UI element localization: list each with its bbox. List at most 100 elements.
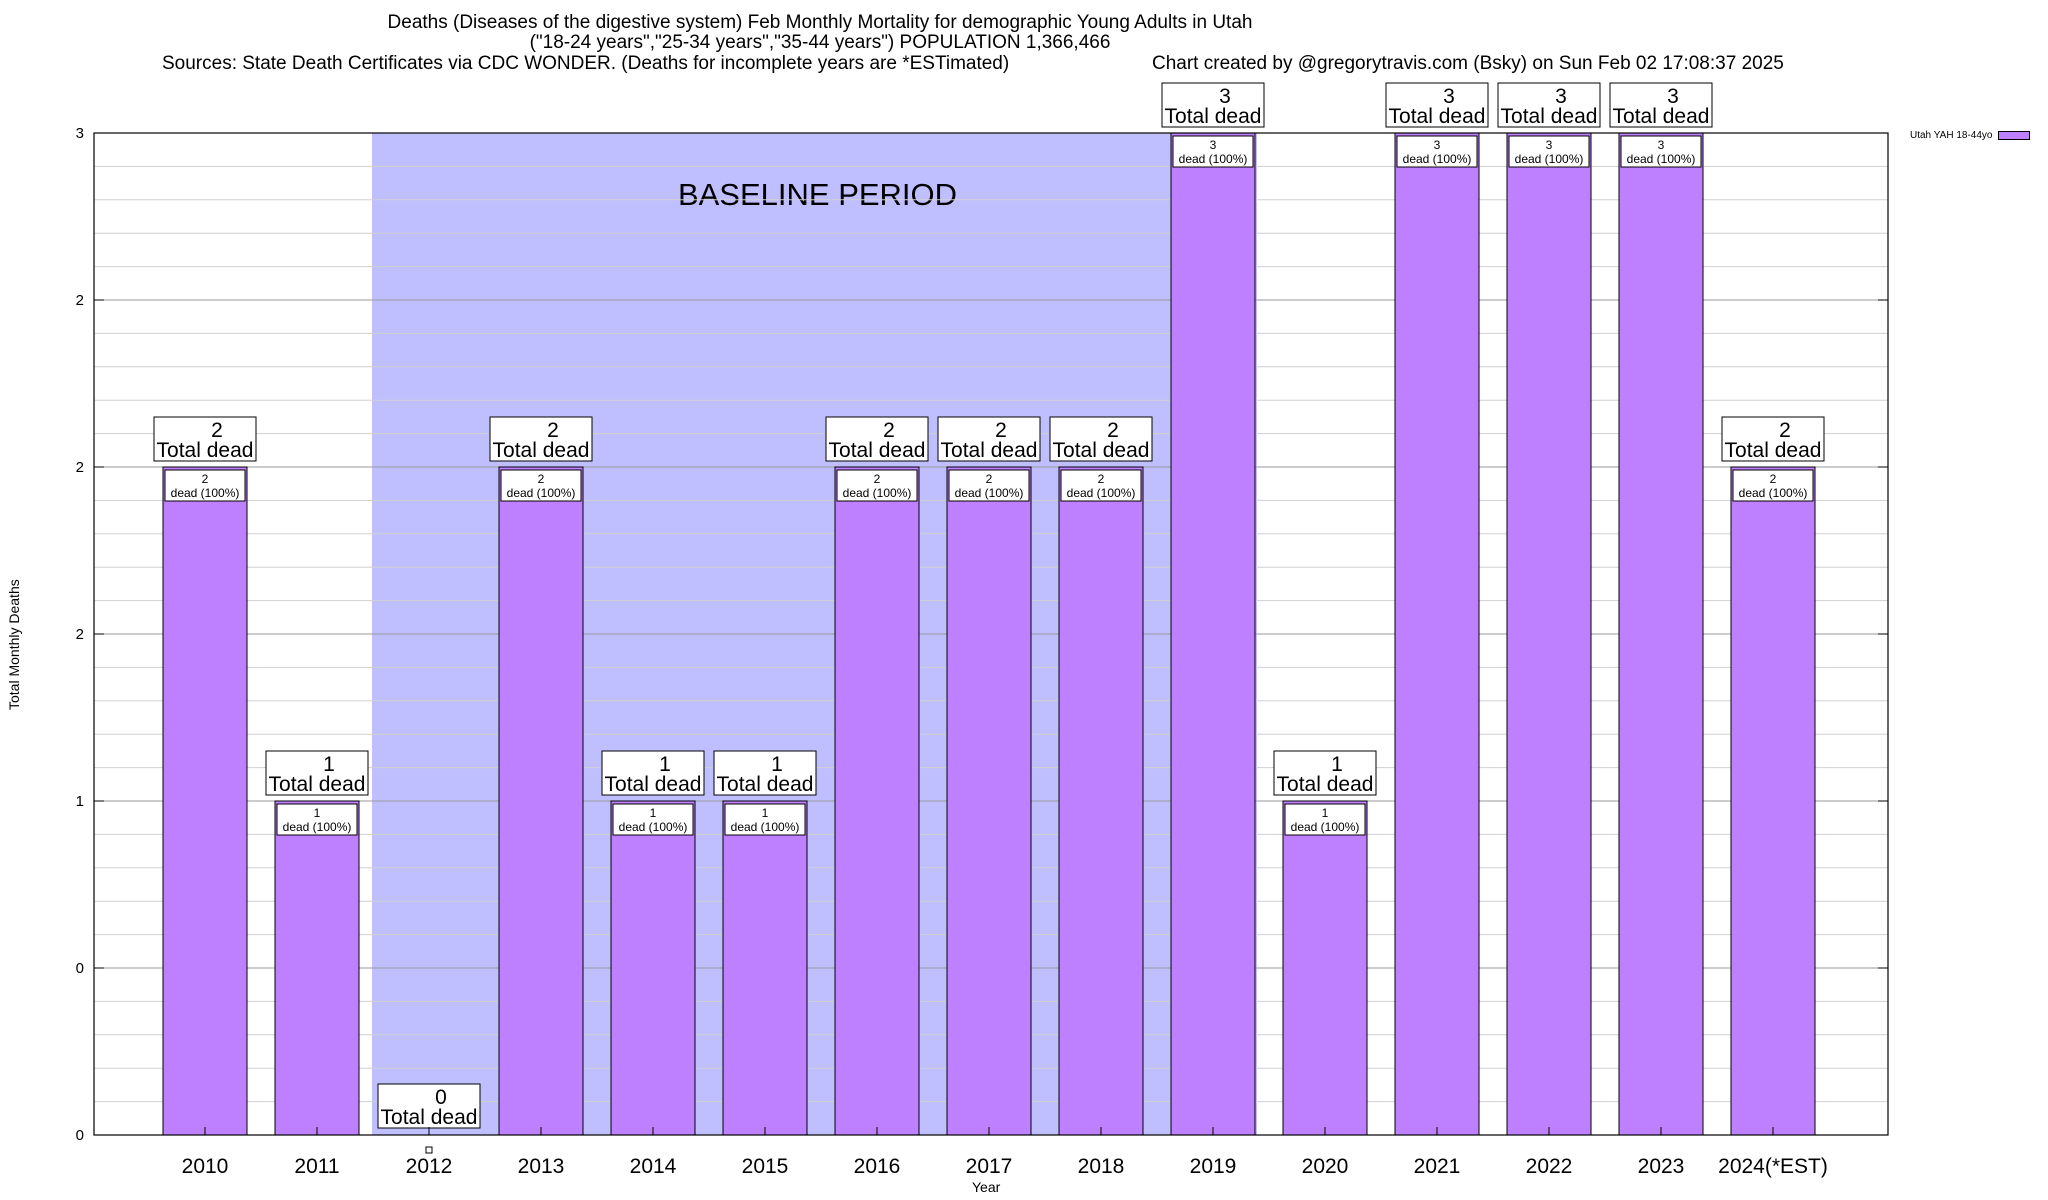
bar-total-label: Total dead xyxy=(941,439,1038,462)
bar-total-value: 3 xyxy=(1667,85,1679,108)
bar xyxy=(946,466,1032,1136)
x-tick-label: 2020 xyxy=(1302,1155,1349,1178)
bar-total-label-box xyxy=(1049,416,1153,462)
bar-total-label: Total dead xyxy=(829,439,926,462)
bar-total-value: 3 xyxy=(1219,85,1231,108)
bar-inner-count: 1 xyxy=(762,806,769,820)
bar-total-label-box xyxy=(825,416,929,462)
bar xyxy=(162,466,248,1136)
baseline-label: BASELINE PERIOD xyxy=(678,177,957,212)
bar-total-label-box xyxy=(1721,416,1825,462)
bar-inner-label-box xyxy=(276,803,358,836)
x-tick-label: 2014 xyxy=(630,1155,677,1178)
bar-inner-label: dead (100%) xyxy=(1627,152,1696,166)
bar xyxy=(1730,466,1816,1136)
x-tick-label: 2017 xyxy=(966,1155,1013,1178)
bar-inner-label-box xyxy=(836,469,918,502)
bar-inner-count: 1 xyxy=(650,806,657,820)
bar-total-label: Total dead xyxy=(493,439,590,462)
zero-marker xyxy=(425,1146,433,1154)
x-tick-label: 2013 xyxy=(518,1155,565,1178)
bar xyxy=(1282,800,1368,1136)
bar-total-label-box xyxy=(265,750,369,796)
bar-total-label-box xyxy=(153,416,257,462)
legend: Utah YAH 18-44yo xyxy=(1910,130,2031,141)
x-tick-label: 2010 xyxy=(182,1155,229,1178)
bar-inner-label-box xyxy=(948,469,1030,502)
x-tick-label: 2018 xyxy=(1078,1155,1125,1178)
bar-inner-label-box xyxy=(1732,469,1814,502)
bar-inner-label: dead (100%) xyxy=(507,486,576,500)
bar-inner-label: dead (100%) xyxy=(1515,152,1584,166)
bar-total-label: Total dead xyxy=(269,773,366,796)
bar xyxy=(498,466,584,1136)
bar-total-value: 2 xyxy=(547,419,559,442)
bar-inner-label-box xyxy=(164,469,246,502)
bar-inner-label: dead (100%) xyxy=(1739,486,1808,500)
bar-total-label-box xyxy=(1161,82,1265,128)
bar-inner-count: 3 xyxy=(1658,138,1665,152)
bar-inner-label-box xyxy=(500,469,582,502)
bar-total-label-box xyxy=(601,750,705,796)
bar xyxy=(834,466,920,1136)
bar-inner-label: dead (100%) xyxy=(283,820,352,834)
bar-total-label: Total dead xyxy=(717,773,814,796)
x-tick-label: 2023 xyxy=(1638,1155,1685,1178)
bar-inner-count: 2 xyxy=(1098,472,1105,486)
bar-inner-label-box xyxy=(1060,469,1142,502)
bar-total-value: 1 xyxy=(1331,753,1343,776)
bar-total-value: 2 xyxy=(883,419,895,442)
bar-total-value: 2 xyxy=(1779,419,1791,442)
bar-inner-count: 2 xyxy=(202,472,209,486)
bar-inner-label: dead (100%) xyxy=(1067,486,1136,500)
bar-inner-count: 1 xyxy=(1322,806,1329,820)
legend-label: Utah YAH 18-44yo xyxy=(1910,130,1993,141)
bar-total-value: 3 xyxy=(1443,85,1455,108)
bar-inner-count: 2 xyxy=(986,472,993,486)
bar-inner-label: dead (100%) xyxy=(1291,820,1360,834)
chart-credit: Chart created by @gregorytravis.com (Bsk… xyxy=(1152,53,1784,74)
x-tick-label: 2016 xyxy=(854,1155,901,1178)
bar-total-label: Total dead xyxy=(1165,105,1262,128)
bar-total-value: 2 xyxy=(211,419,223,442)
bar-total-label: Total dead xyxy=(605,773,702,796)
bar-total-label-box xyxy=(937,416,1041,462)
bar-inner-count: 2 xyxy=(538,472,545,486)
y-tick-label: 0 xyxy=(76,1127,84,1144)
bar xyxy=(1170,132,1256,1136)
x-axis-label: Year xyxy=(972,1179,1001,1195)
bar-total-value: 1 xyxy=(659,753,671,776)
bar-inner-label: dead (100%) xyxy=(731,820,800,834)
bar-total-label-box xyxy=(1385,82,1489,128)
bar xyxy=(722,800,808,1136)
bar-inner-count: 1 xyxy=(314,806,321,820)
bar-total-value: 2 xyxy=(995,419,1007,442)
bar xyxy=(1394,132,1480,1136)
bar-total-label-box xyxy=(1497,82,1601,128)
bar-inner-label-box xyxy=(1284,803,1366,836)
x-tick-label: 2019 xyxy=(1190,1155,1237,1178)
x-tick-label: 2012 xyxy=(406,1155,453,1178)
y-tick-label: 0 xyxy=(76,960,84,977)
bar-inner-label: dead (100%) xyxy=(1179,152,1248,166)
bar-inner-count: 3 xyxy=(1546,138,1553,152)
bar-total-label-box xyxy=(1273,750,1377,796)
x-tick-label: 2022 xyxy=(1526,1155,1573,1178)
x-tick-label: 2021 xyxy=(1414,1155,1461,1178)
chart-title-line-2: ("18-24 years","25-34 years","35-44 year… xyxy=(529,32,1111,53)
plot-frame xyxy=(93,132,1889,1136)
bar-inner-label-box xyxy=(1396,135,1478,168)
legend-swatch xyxy=(1998,131,2031,140)
bar-inner-label-box xyxy=(612,803,694,836)
bar-inner-label-box xyxy=(724,803,806,836)
bar-total-value: 1 xyxy=(323,753,335,776)
bar-total-label-box xyxy=(489,416,593,462)
bar-inner-label: dead (100%) xyxy=(619,820,688,834)
bar xyxy=(1506,132,1592,1136)
bar-total-label: Total dead xyxy=(381,1106,478,1129)
y-tick-label: 2 xyxy=(76,292,84,309)
y-tick-label: 2 xyxy=(76,626,84,643)
chart-title-line-1: Deaths (Diseases of the digestive system… xyxy=(387,12,1253,33)
bar xyxy=(610,800,696,1136)
